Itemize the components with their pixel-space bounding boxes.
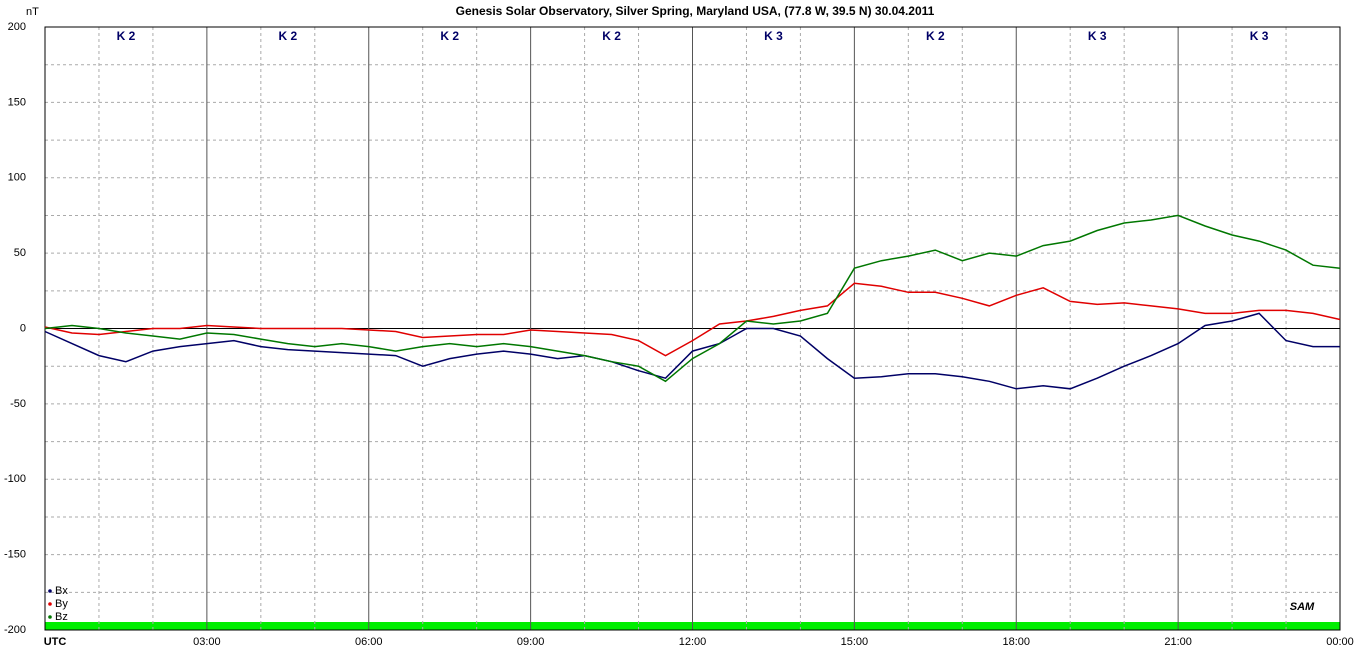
y-tick-label: -150	[4, 549, 26, 561]
y-tick-label: 150	[8, 96, 26, 108]
y-axis-label: nT	[26, 6, 39, 18]
y-tick-label: -200	[4, 624, 26, 636]
series-line	[44, 282, 1341, 357]
k-index-label: K 3	[1250, 29, 1269, 43]
legend-label: Bx	[55, 585, 68, 597]
k-index-label: K 3	[1088, 29, 1107, 43]
k-index-label: K 3	[764, 29, 783, 43]
chart-title: Genesis Solar Observatory, Silver Spring…	[456, 4, 935, 18]
legend-marker	[48, 589, 52, 593]
x-tick-label: 00:00	[1326, 636, 1354, 648]
logo: SAM	[1290, 601, 1315, 613]
y-tick-label: 100	[8, 172, 26, 184]
k-index-label: K 2	[602, 29, 621, 43]
k-index-label: K 2	[278, 29, 297, 43]
series-line	[44, 214, 1341, 383]
x-tick-label: 15:00	[841, 636, 869, 648]
x-tick-label: 09:00	[517, 636, 545, 648]
legend-label: Bz	[55, 611, 68, 623]
x-tick-label: 18:00	[1002, 636, 1030, 648]
legend-label: By	[55, 598, 68, 610]
x-tick-label: 12:00	[679, 636, 707, 648]
series-line	[44, 312, 1340, 390]
legend-marker	[48, 602, 52, 606]
x-tick-label: 03:00	[193, 636, 221, 648]
k-index-label: K 2	[440, 29, 459, 43]
legend-marker	[48, 615, 52, 619]
k-index-label: K 2	[117, 29, 136, 43]
k-index-label: K 2	[926, 29, 945, 43]
y-tick-label: 0	[20, 322, 26, 334]
y-tick-label: -100	[4, 473, 26, 485]
x-tick-label: UTC	[44, 636, 67, 648]
x-tick-label: 21:00	[1164, 636, 1192, 648]
x-tick-label: 06:00	[355, 636, 383, 648]
y-tick-label: 200	[8, 21, 26, 33]
y-tick-label: 50	[14, 247, 26, 259]
y-tick-label: -50	[10, 398, 26, 410]
